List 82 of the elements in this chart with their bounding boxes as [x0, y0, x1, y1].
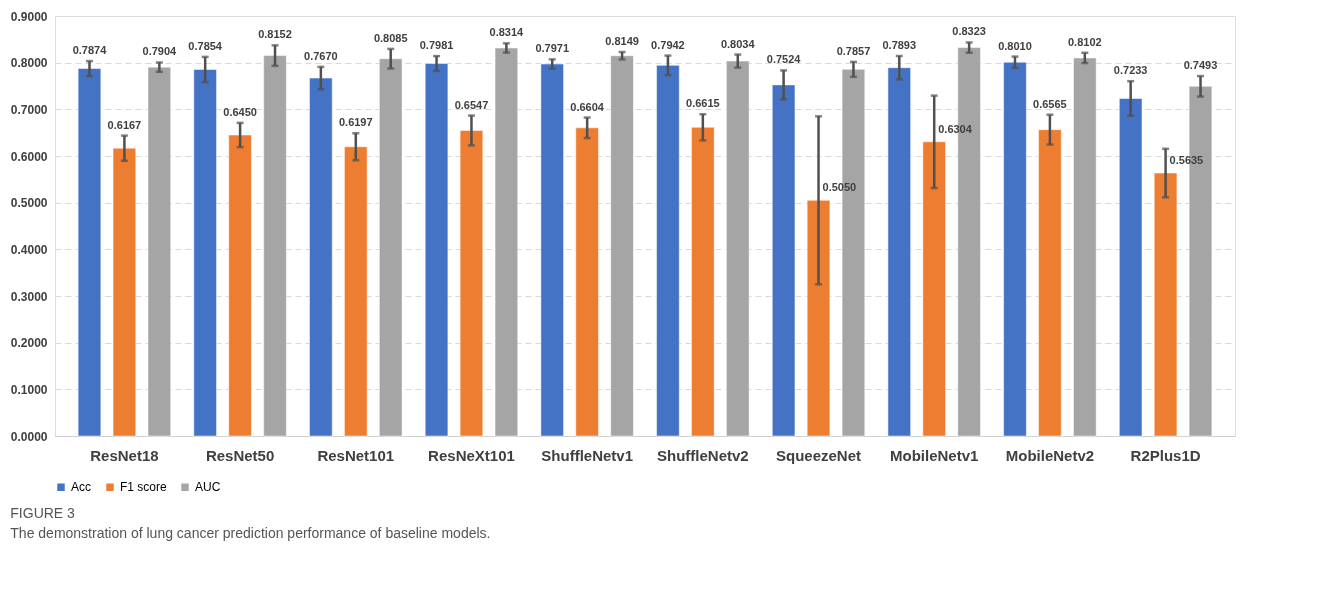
bar [1003, 61, 1027, 437]
bar [1153, 172, 1178, 437]
bar [806, 200, 831, 437]
bar [1073, 57, 1097, 437]
data-label: 0.6547 [454, 98, 489, 111]
bar [922, 141, 946, 437]
bar [772, 84, 796, 437]
data-label: 0.7981 [419, 39, 454, 52]
data-label: 0.8102 [1068, 35, 1102, 48]
bar [193, 69, 217, 437]
x-tick-label: ResNet50 [205, 446, 275, 464]
data-label: 0.6304 [938, 122, 973, 135]
bar [379, 58, 403, 437]
data-label: 0.7233 [1113, 64, 1148, 77]
data-label: 0.7857 [836, 44, 871, 57]
bar [610, 55, 634, 437]
data-label: 0.8323 [952, 25, 986, 38]
data-label: 0.8152 [258, 28, 292, 41]
bar [726, 60, 750, 437]
bar [656, 65, 680, 437]
y-tick-label: 0.0000 [10, 429, 48, 444]
bar [309, 77, 333, 437]
y-tick-label: 0.5000 [10, 196, 48, 211]
y-tick-label: 0.1000 [10, 382, 48, 397]
data-label: 0.7854 [188, 39, 223, 52]
data-label: 0.6450 [223, 105, 257, 118]
bar [887, 67, 911, 437]
bar [540, 63, 564, 437]
data-label: 0.7670 [304, 49, 338, 62]
y-tick-label: 0.9000 [10, 9, 48, 24]
y-tick-label: 0.6000 [10, 149, 48, 164]
y-tick-label: 0.3000 [10, 289, 48, 304]
data-label: 0.7493 [1183, 59, 1218, 72]
bar [1038, 129, 1062, 437]
x-tick-label: R2Plus1D [1130, 446, 1201, 464]
data-label: 0.8010 [998, 39, 1032, 52]
bar [459, 130, 484, 437]
data-label: 0.6604 [570, 100, 605, 113]
data-label: 0.8085 [373, 31, 408, 44]
x-tick-label: ResNeXt101 [428, 446, 515, 464]
x-tick-label: ShuffleNetv1 [541, 446, 633, 464]
x-tick-label: ResNet18 [90, 446, 159, 464]
x-tick-label: ResNet101 [317, 446, 395, 464]
bar [228, 134, 252, 437]
x-tick-label: ShuffleNetv2 [657, 446, 749, 464]
y-tick-label: 0.7000 [10, 102, 48, 117]
x-tick-label: MobileNetv1 [890, 446, 979, 464]
bar [575, 127, 599, 437]
bar [77, 68, 102, 437]
data-label: 0.7893 [882, 38, 917, 51]
legend-label: F1 score [120, 480, 168, 495]
text: The demonstration of lung cancer prediction performance of baseline models. [10, 525, 491, 541]
bar [691, 127, 715, 437]
data-label: 0.8314 [489, 26, 525, 39]
data-label: 0.5635 [1169, 154, 1204, 167]
y-tick-label: 0.8000 [10, 56, 48, 71]
x-tick-label: MobileNetv2 [1005, 446, 1095, 464]
bar [263, 55, 287, 437]
data-label: 0.6615 [686, 97, 720, 110]
bar [1119, 98, 1143, 437]
legend-label: Acc [71, 480, 92, 495]
y-tick-label: 0.2000 [10, 336, 48, 351]
data-label: 0.7971 [535, 42, 570, 55]
data-label: 0.8034 [720, 37, 756, 50]
legend-label: AUC [195, 480, 221, 495]
bar [112, 147, 137, 437]
caption: FIGURE 3 [10, 505, 76, 521]
data-label: 0.6167 [107, 118, 142, 131]
data-label: 0.7904 [142, 45, 178, 58]
data-label: 0.8149 [605, 34, 639, 47]
y-tick-label: 0.4000 [10, 242, 48, 257]
bar [424, 63, 449, 437]
bar [494, 47, 518, 437]
bar [344, 146, 368, 437]
data-label: 0.5050 [822, 181, 857, 194]
bar [147, 66, 171, 437]
data-label: 0.7942 [651, 38, 685, 51]
data-label: 0.6197 [338, 116, 373, 129]
data-label: 0.7874 [72, 44, 108, 57]
x-tick-label: SqueezeNet [776, 446, 862, 464]
data-label: 0.6565 [1033, 97, 1067, 110]
data-label: 0.7524 [766, 53, 802, 66]
